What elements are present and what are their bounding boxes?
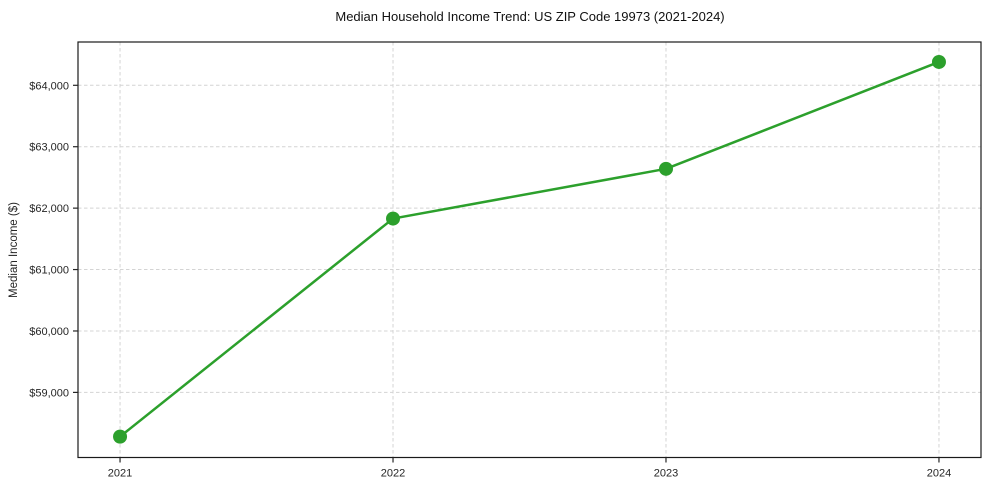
y-tick-label: $63,000	[29, 142, 69, 154]
plot-border	[77, 41, 982, 459]
y-tick-label: $62,000	[29, 203, 69, 215]
data-point	[931, 54, 946, 69]
y-tick-label: $61,000	[29, 265, 69, 277]
x-tick-label: 2021	[108, 468, 132, 480]
tick-labels: $59,000 $60,000 $61,000 $62,000 $63,000 $64,0…	[29, 80, 951, 479]
chart-title: Median Household Income Trend: US ZIP Co…	[335, 9, 725, 24]
x-tick-label: 2023	[654, 468, 678, 480]
y-tick-label: $60,000	[29, 326, 69, 338]
data-point	[113, 429, 128, 444]
y-tick-label: $59,000	[29, 387, 69, 399]
ticks	[73, 84, 940, 463]
gridlines	[78, 42, 981, 458]
x-tick-label: 2024	[927, 468, 951, 480]
data-point	[658, 161, 673, 176]
x-tick-label: 2022	[381, 468, 405, 480]
y-axis-label: Median Income ($)	[8, 202, 20, 298]
trend-line	[118, 60, 941, 438]
data-point	[386, 211, 401, 226]
y-tick-label: $64,000	[29, 80, 69, 92]
